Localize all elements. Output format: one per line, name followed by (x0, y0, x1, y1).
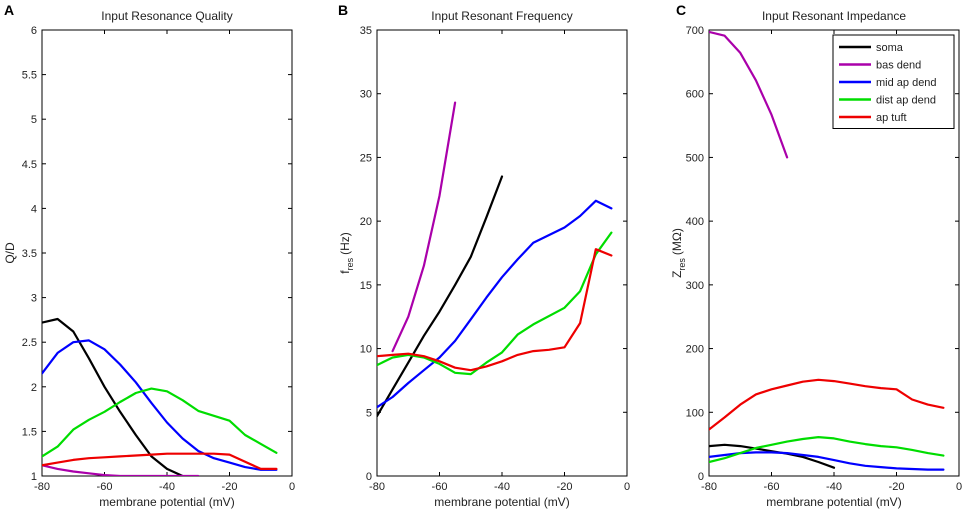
y-tick-label: 3 (31, 293, 37, 305)
y-tick-label: 10 (360, 344, 372, 356)
y-tick-label: 5 (366, 407, 372, 419)
x-tick-label: -60 (432, 481, 448, 493)
y-axis-label-sub: res (677, 258, 687, 271)
y-axis-label-unit: (Hz) (338, 232, 352, 255)
series-line-ap-tuft (42, 452, 278, 470)
y-tick-label: 1.5 (22, 426, 37, 438)
x-tick-label: -60 (97, 481, 113, 493)
x-tick-label: 0 (624, 481, 630, 493)
y-tick-label: 30 (360, 89, 372, 101)
series-line-bas-dend (391, 101, 457, 353)
x-tick-label: -80 (34, 481, 50, 493)
x-tick-label: -40 (826, 481, 842, 493)
panel-b: B Input Resonant Frequency -80 -60 -40 -20 0 0 5… (338, 2, 630, 509)
legend-label: ap tuft (876, 112, 907, 124)
axes-box (41, 29, 293, 477)
series-line-dist-ap-dend (42, 387, 278, 458)
legend-label: mid ap dend (876, 77, 937, 89)
series-line-ap-tuft (709, 378, 945, 431)
y-tick-label: 6 (31, 25, 37, 37)
series-line-mid-ap-dend (42, 339, 278, 471)
series-line-soma (377, 175, 504, 418)
panel-c: C Input Resonant Impedance -80 -60 -40 -20 0 0 1… (670, 2, 962, 509)
y-tick-label: 0 (698, 471, 704, 483)
x-tick-label: -20 (889, 481, 905, 493)
y-tick-label: 20 (360, 216, 372, 228)
x-tick-label: 0 (956, 481, 962, 493)
legend-label: dist ap dend (876, 95, 936, 107)
panel-letter: B (338, 2, 348, 18)
y-tick-label: 300 (686, 280, 704, 292)
x-tick-label: -60 (764, 481, 780, 493)
chart-title: Input Resonance Quality (101, 9, 232, 23)
series-line-bas-dend (42, 464, 200, 476)
panel-letter: C (676, 2, 686, 18)
y-tick-label: 1 (31, 471, 37, 483)
y-tick-label: 500 (686, 152, 704, 164)
x-tick-label: -80 (701, 481, 717, 493)
x-axis-label: membrane potential (mV) (434, 495, 569, 509)
x-tick-label: 0 (289, 481, 295, 493)
y-tick-label: 200 (686, 344, 704, 356)
y-tick-label: 100 (686, 407, 704, 419)
legend: soma bas dend mid ap dend dist ap dend ap tu… (832, 34, 955, 129)
y-tick-label: 15 (360, 280, 372, 292)
x-tick-label: -40 (159, 481, 175, 493)
y-tick-label: 400 (686, 216, 704, 228)
y-tick-label: 3.5 (22, 248, 37, 260)
legend-label: bas dend (876, 60, 921, 72)
chart-title: Input Resonant Impedance (762, 9, 906, 23)
y-tick-label: 0 (366, 471, 372, 483)
y-axis-label: Zres (MΩ) (670, 228, 687, 278)
y-axis-label-main: Z (670, 271, 684, 278)
x-tick-label: -20 (557, 481, 573, 493)
y-tick-label: 35 (360, 25, 372, 37)
series-line-soma (42, 317, 184, 476)
y-tick-label: 25 (360, 152, 372, 164)
y-tick-label: 4 (31, 203, 37, 215)
chart-title: Input Resonant Frequency (431, 9, 572, 23)
y-tick-label: 5.5 (22, 70, 37, 82)
series-line-dist-ap-dend (709, 436, 945, 464)
y-tick-label: 2.5 (22, 337, 37, 349)
y-axis-label: Q/D (3, 242, 17, 264)
y-tick-label: 600 (686, 89, 704, 101)
x-tick-label: -80 (369, 481, 385, 493)
series-line-ap-tuft (377, 248, 613, 372)
x-tick-label: -40 (494, 481, 510, 493)
series-line-mid-ap-dend (709, 451, 945, 471)
x-axis-label: membrane potential (mV) (99, 495, 234, 509)
series-line-dist-ap-dend (377, 231, 613, 376)
series-line-soma (709, 443, 836, 469)
y-tick-label: 4.5 (22, 159, 37, 171)
panel-a: A Input Resonance Quality -80 -60 -40 -20 0 1 1.… (3, 2, 295, 509)
y-tick-label: 5 (31, 114, 37, 126)
panel-letter: A (4, 2, 14, 18)
series-line-bas-dend (709, 30, 789, 159)
series-line-mid-ap-dend (377, 199, 613, 409)
legend-label: soma (876, 42, 904, 54)
axes-box (376, 29, 628, 477)
y-axis-label-main: f (338, 270, 352, 274)
x-tick-label: -20 (222, 481, 238, 493)
y-axis-label-unit: (MΩ) (670, 228, 684, 255)
x-axis-label: membrane potential (mV) (766, 495, 901, 509)
y-axis-label-sub: res (345, 257, 355, 270)
y-tick-label: 2 (31, 382, 37, 394)
y-tick-label: 700 (686, 25, 704, 37)
y-axis-label: fres (Hz) (338, 232, 355, 274)
